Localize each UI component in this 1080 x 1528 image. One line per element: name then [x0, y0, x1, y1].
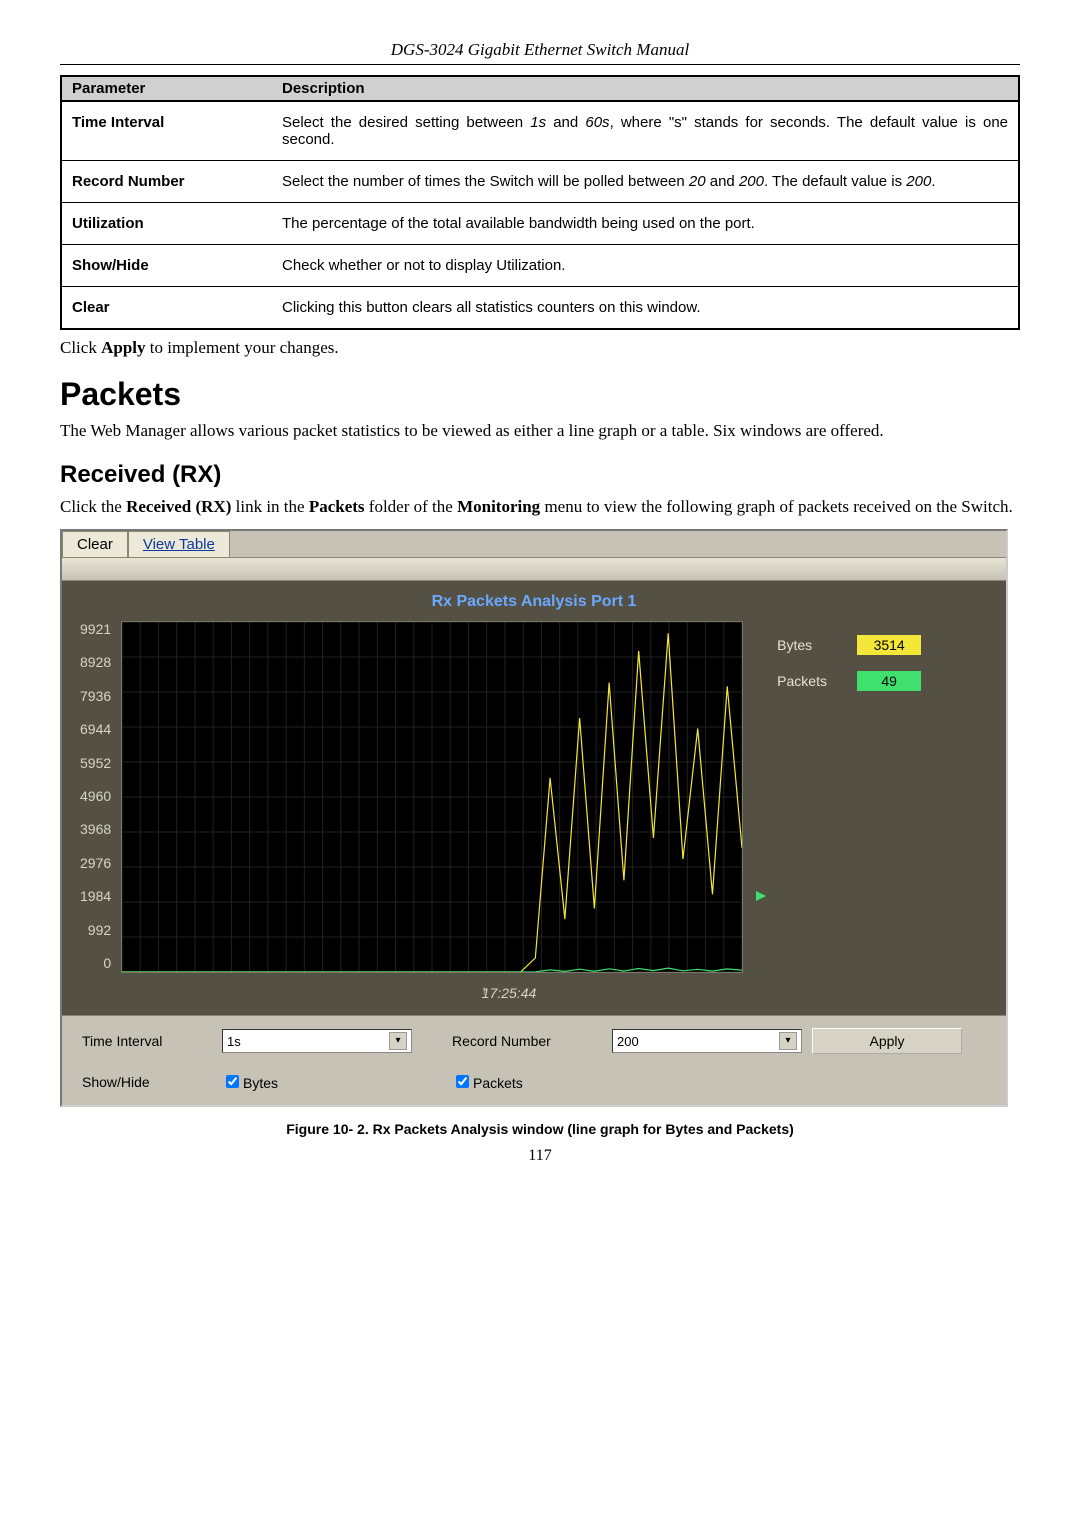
packets-body: The Web Manager allows various packet st… [60, 421, 1020, 441]
figure-caption: Figure 10- 2. Rx Packets Analysis window… [60, 1121, 1020, 1137]
show-hide-label: Show/Hide [82, 1074, 222, 1090]
dropdown-arrow-icon: ▾ [779, 1032, 797, 1050]
legend-row: Packets49 [777, 671, 921, 691]
time-interval-select[interactable]: 1s ▾ [222, 1029, 412, 1053]
record-number-select[interactable]: 200 ▾ [612, 1029, 802, 1053]
rx-figure: Clear View Table Rx Packets Analysis Por… [60, 529, 1008, 1107]
y-axis-labels: 9921892879366944595249603968297619849920 [80, 621, 121, 971]
tab-view-table[interactable]: View Table [128, 531, 230, 557]
row-record-number-name: Record Number [61, 161, 272, 203]
heading-received-rx: Received (RX) [60, 461, 1020, 489]
chart-title: Rx Packets Analysis Port 1 [80, 593, 988, 611]
tab-clear[interactable]: Clear [62, 531, 128, 557]
row-utilization-name: Utilization [61, 203, 272, 245]
parameter-table: Parameter Description Time Interval Sele… [60, 75, 1020, 330]
record-number-label: Record Number [452, 1033, 612, 1049]
row-showhide-desc: Check whether or not to display Utilizat… [272, 245, 1019, 287]
row-clear-name: Clear [61, 287, 272, 330]
chart-timestamp: 17:25:44 [134, 985, 754, 1001]
row-time-interval-name: Time Interval [61, 101, 272, 161]
apply-button[interactable]: Apply [812, 1028, 962, 1054]
row-showhide-name: Show/Hide [61, 245, 272, 287]
bytes-checkbox-input[interactable] [226, 1075, 239, 1088]
apply-note: Click Apply to implement your changes. [60, 338, 1020, 358]
legend-row: Bytes3514 [777, 635, 921, 655]
series-marker [754, 891, 766, 901]
time-interval-label: Time Interval [82, 1033, 222, 1049]
packets-checkbox[interactable]: Packets [452, 1072, 612, 1091]
page-header: DGS-3024 Gigabit Ethernet Switch Manual [60, 40, 1020, 65]
bytes-checkbox[interactable]: Bytes [222, 1072, 452, 1091]
dropdown-arrow-icon: ▾ [389, 1032, 407, 1050]
row-clear-desc: Clicking this button clears all statisti… [272, 287, 1019, 330]
row-utilization-desc: The percentage of the total available ba… [272, 203, 1019, 245]
heading-packets: Packets [60, 376, 1020, 413]
legend-label: Bytes [777, 637, 857, 653]
th-description: Description [272, 76, 1019, 101]
tab-spacer [62, 557, 1006, 580]
chart-area: Rx Packets Analysis Port 1 9921892879366… [62, 580, 1006, 1016]
page-number: 117 [60, 1147, 1020, 1165]
packets-checkbox-input[interactable] [456, 1075, 469, 1088]
figure-tabs: Clear View Table [62, 531, 1006, 557]
legend-label: Packets [777, 673, 857, 689]
th-parameter: Parameter [61, 76, 272, 101]
chart-legend: Bytes3514 Packets49 [777, 635, 921, 707]
legend-value: 3514 [857, 635, 921, 655]
chart-svg [122, 622, 742, 972]
received-rx-body: Click the Received (RX) link in the Pack… [60, 497, 1020, 517]
row-record-number-desc: Select the number of times the Switch wi… [272, 161, 1019, 203]
chart-controls: Time Interval 1s ▾ Record Number 200 ▾ A… [62, 1016, 1006, 1105]
row-time-interval-desc: Select the desired setting between 1s an… [272, 101, 1019, 161]
legend-value: 49 [857, 671, 921, 691]
chart-plot [121, 621, 743, 973]
